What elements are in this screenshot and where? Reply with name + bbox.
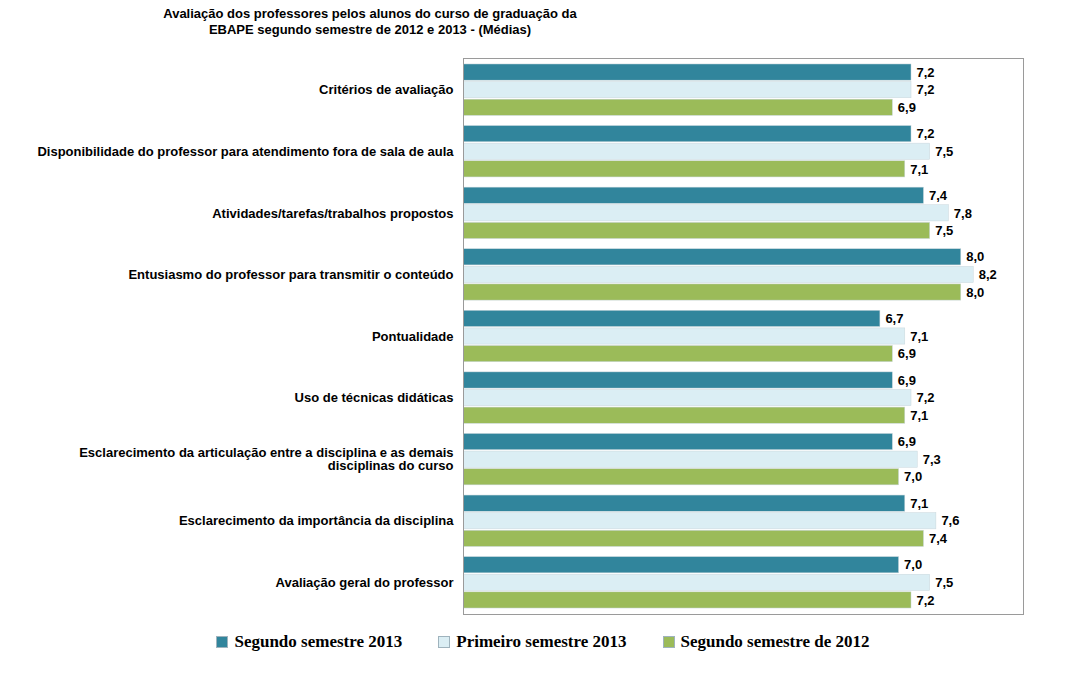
svg-text:Esclarecimento da importância: Esclarecimento da importância da discipl… xyxy=(179,513,454,528)
svg-text:7,5: 7,5 xyxy=(935,223,953,238)
html-text:Avaliação dos professores pelo: Avaliação dos professores pelos alunos d… xyxy=(163,6,577,37)
svg-text:7,2: 7,2 xyxy=(917,593,935,608)
svg-text:Esclarecimento da articulação: Esclarecimento da articulação entre a di… xyxy=(79,445,453,473)
svg-text:8,2: 8,2 xyxy=(979,267,997,282)
svg-text:7,0: 7,0 xyxy=(904,557,922,572)
svg-text:Uso de técnicas didáticas: Uso de técnicas didáticas xyxy=(295,390,454,405)
svg-text:Disponibilidade do professor p: Disponibilidade do professor para atendi… xyxy=(37,144,454,159)
svg-text:8,0: 8,0 xyxy=(966,285,984,300)
svg-text:7,4: 7,4 xyxy=(929,531,948,546)
html-text:Segundo semestre de 2012: Segundo semestre de 2012 xyxy=(680,632,870,651)
svg-text:6,9: 6,9 xyxy=(898,100,916,115)
svg-text:7,4: 7,4 xyxy=(929,188,948,203)
html-text:Segundo semestre 2013: Segundo semestre 2013 xyxy=(234,632,403,651)
svg-text:Entusiasmo do professor para t: Entusiasmo do professor para transmitir … xyxy=(128,267,453,282)
svg-text:Critérios de avaliação: Critérios de avaliação xyxy=(319,82,453,97)
svg-text:7,2: 7,2 xyxy=(917,82,935,97)
svg-text:7,2: 7,2 xyxy=(917,65,935,80)
svg-text:Atividades/tarefas/trabalhos p: Atividades/tarefas/trabalhos propostos xyxy=(212,205,453,220)
svg-text:6,9: 6,9 xyxy=(898,434,916,449)
svg-text:Avaliação geral do professor: Avaliação geral do professor xyxy=(276,575,454,590)
svg-text:7,2: 7,2 xyxy=(917,390,935,405)
svg-text:7,5: 7,5 xyxy=(935,575,953,590)
html-text:Primeiro semestre 2013: Primeiro semestre 2013 xyxy=(456,632,627,651)
svg-text:Pontualidade: Pontualidade xyxy=(372,329,454,344)
svg-text:6,9: 6,9 xyxy=(898,373,916,388)
svg-text:7,1: 7,1 xyxy=(910,162,928,177)
svg-text:6,9: 6,9 xyxy=(898,346,916,361)
svg-text:7,0: 7,0 xyxy=(904,469,922,484)
svg-text:7,5: 7,5 xyxy=(935,144,953,159)
svg-text:7,6: 7,6 xyxy=(941,513,959,528)
svg-text:7,1: 7,1 xyxy=(910,496,928,511)
svg-text:7,1: 7,1 xyxy=(910,329,928,344)
svg-text:7,1: 7,1 xyxy=(910,408,928,423)
svg-text:7,3: 7,3 xyxy=(923,452,941,467)
svg-text:6,7: 6,7 xyxy=(885,311,903,326)
svg-text:7,8: 7,8 xyxy=(954,205,972,220)
svg-text:8,0: 8,0 xyxy=(966,249,984,264)
svg-text:7,2: 7,2 xyxy=(917,126,935,141)
